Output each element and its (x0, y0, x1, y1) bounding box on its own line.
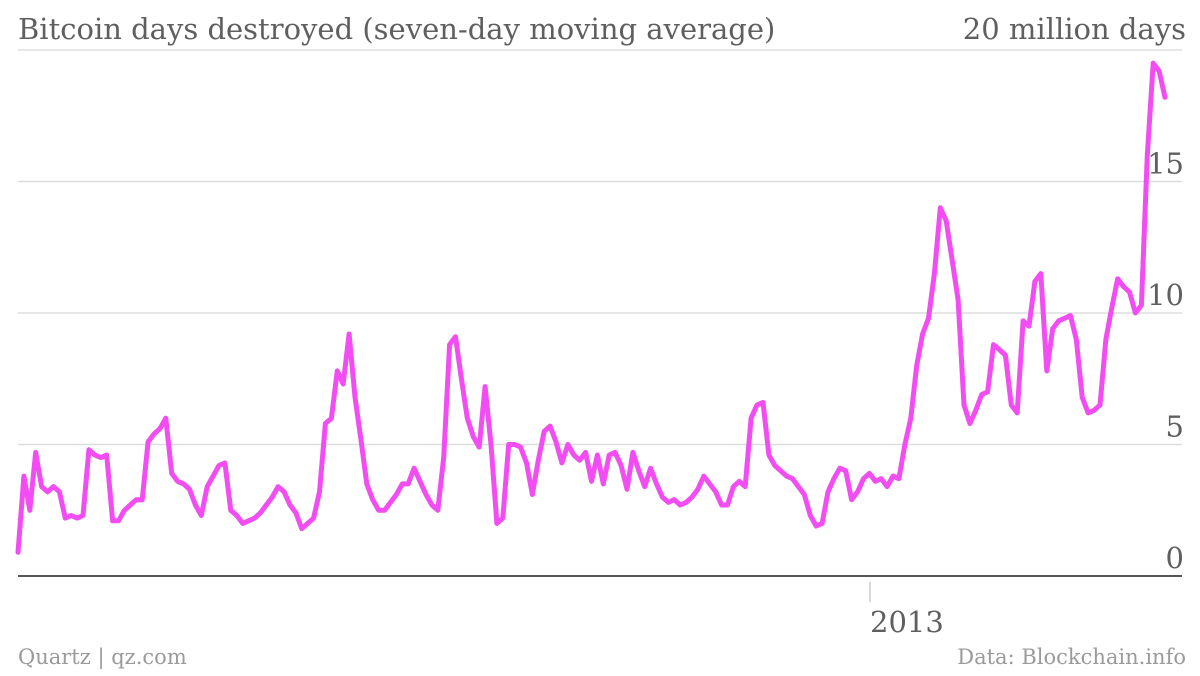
y-tick-label-0: 0 (1166, 541, 1184, 575)
footer-source[interactable]: Data: Blockchain.info (957, 645, 1186, 669)
y-tick-label-10: 10 (1147, 278, 1184, 312)
series-line-0 (15, 60, 1168, 555)
chart-title: Bitcoin days destroyed (seven-day moving… (18, 12, 776, 46)
grid-lines (18, 49, 1182, 577)
x-tick-label-2013: 2013 (870, 605, 944, 639)
y-tick-label-15: 15 (1147, 147, 1184, 181)
footer-credit[interactable]: Quartz | qz.com (18, 645, 187, 669)
y-axis-unit-label: 20 million days (962, 12, 1186, 46)
series-layer (15, 60, 1168, 555)
tick-labels: 0 5 10 15 2013 (869, 147, 1184, 639)
y-tick-label-5: 5 (1166, 410, 1184, 444)
